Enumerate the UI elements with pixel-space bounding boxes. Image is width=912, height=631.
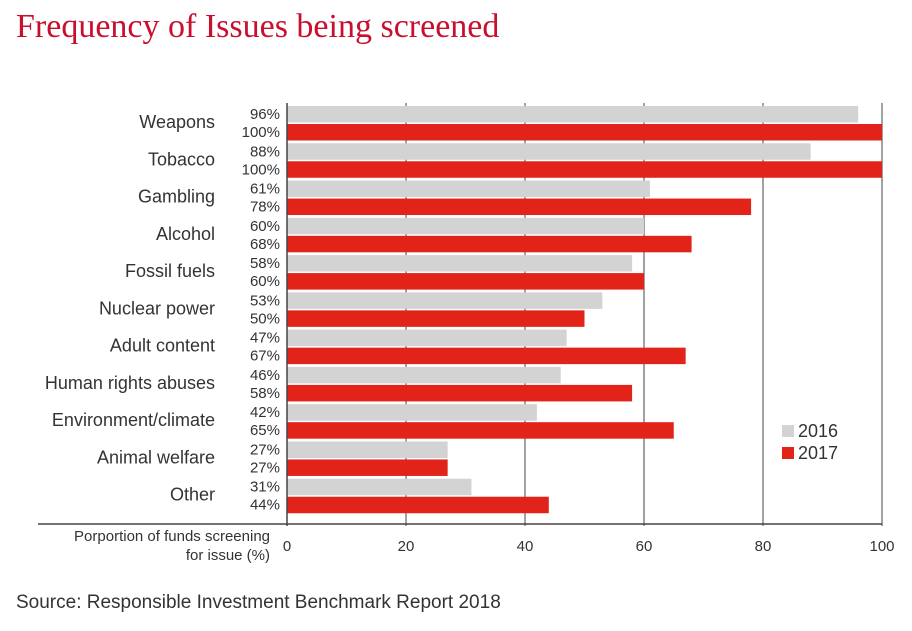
bar-2016-3 xyxy=(287,217,644,235)
data-label-2016-3: 60% xyxy=(250,218,280,235)
bar-2017-7 xyxy=(287,384,633,402)
data-label-2017-9: 27% xyxy=(250,459,280,476)
data-label-2016-9: 27% xyxy=(250,441,280,458)
data-label-2017-2: 78% xyxy=(250,199,280,216)
data-label-2017-5: 50% xyxy=(250,310,280,327)
bar-2016-8 xyxy=(287,404,537,421)
legend-label-2017: 2017 xyxy=(798,443,838,463)
category-label-0: Weapons xyxy=(139,112,215,132)
category-label-10: Other xyxy=(170,485,215,505)
bar-2017-9 xyxy=(287,459,448,476)
data-label-2017-8: 65% xyxy=(250,422,280,439)
bar-2017-3 xyxy=(287,235,692,253)
data-label-2016-6: 47% xyxy=(250,330,280,347)
category-label-4: Fossil fuels xyxy=(125,261,215,281)
data-label-2017-4: 60% xyxy=(250,273,280,290)
data-label-2016-0: 96% xyxy=(250,106,280,123)
category-label-8: Environment/climate xyxy=(52,410,215,430)
category-label-1: Tobacco xyxy=(148,149,215,169)
x-tick-label-2: 40 xyxy=(517,538,534,555)
category-label-2: Gambling xyxy=(138,187,215,207)
bar-2017-1 xyxy=(287,161,882,178)
bar-2016-6 xyxy=(287,329,567,347)
data-label-2017-10: 44% xyxy=(250,497,280,514)
category-label-3: Alcohol xyxy=(156,224,215,244)
x-tick-label-1: 20 xyxy=(398,538,415,555)
bar-2017-2 xyxy=(287,198,752,216)
legend-swatch-2017 xyxy=(782,447,794,459)
bar-2016-10 xyxy=(287,478,472,496)
data-label-2016-7: 46% xyxy=(250,367,280,384)
x-axis-label-line-0: Porportion of funds screening xyxy=(74,528,270,545)
data-label-2016-8: 42% xyxy=(250,404,280,421)
chart-title: Frequency of Issues being screened xyxy=(16,8,500,45)
bar-2016-9 xyxy=(287,441,448,458)
bar-chart: 96%100%Weapons88%100%Tobacco61%78%Gambli… xyxy=(38,103,895,564)
bar-2017-8 xyxy=(287,422,674,439)
bar-2016-5 xyxy=(287,292,603,309)
data-label-2016-10: 31% xyxy=(250,479,280,496)
source-note: Source: Responsible Investment Benchmark… xyxy=(16,592,501,613)
bar-2017-10 xyxy=(287,496,549,514)
x-tick-label-3: 60 xyxy=(636,538,653,555)
bar-2016-7 xyxy=(287,366,561,384)
data-label-2016-2: 61% xyxy=(250,181,280,198)
data-label-2017-6: 67% xyxy=(250,348,280,365)
bar-2016-4 xyxy=(287,255,633,272)
legend-label-2016: 2016 xyxy=(798,421,838,441)
category-label-9: Animal welfare xyxy=(97,447,215,467)
bar-2017-6 xyxy=(287,347,686,365)
legend-swatch-2016 xyxy=(782,425,794,437)
data-label-2017-0: 100% xyxy=(242,124,280,141)
data-label-2016-5: 53% xyxy=(250,292,280,309)
bar-2016-2 xyxy=(287,180,650,198)
bar-2016-0 xyxy=(287,106,859,123)
category-label-6: Adult content xyxy=(110,336,215,356)
data-label-2017-3: 68% xyxy=(250,236,280,253)
bar-2017-5 xyxy=(287,310,585,327)
data-label-2017-7: 58% xyxy=(250,385,280,402)
x-tick-label-0: 0 xyxy=(283,538,291,555)
bar-2017-0 xyxy=(287,124,882,141)
data-label-2016-1: 88% xyxy=(250,143,280,160)
bar-2016-1 xyxy=(287,143,811,160)
x-axis-label-line-1: for issue (%) xyxy=(186,547,270,564)
data-label-2016-4: 58% xyxy=(250,255,280,272)
x-tick-label-5: 100 xyxy=(869,538,894,555)
bar-2017-4 xyxy=(287,273,644,290)
data-label-2017-1: 100% xyxy=(242,161,280,178)
category-label-7: Human rights abuses xyxy=(45,373,215,393)
x-tick-label-4: 80 xyxy=(755,538,772,555)
category-label-5: Nuclear power xyxy=(99,298,215,318)
